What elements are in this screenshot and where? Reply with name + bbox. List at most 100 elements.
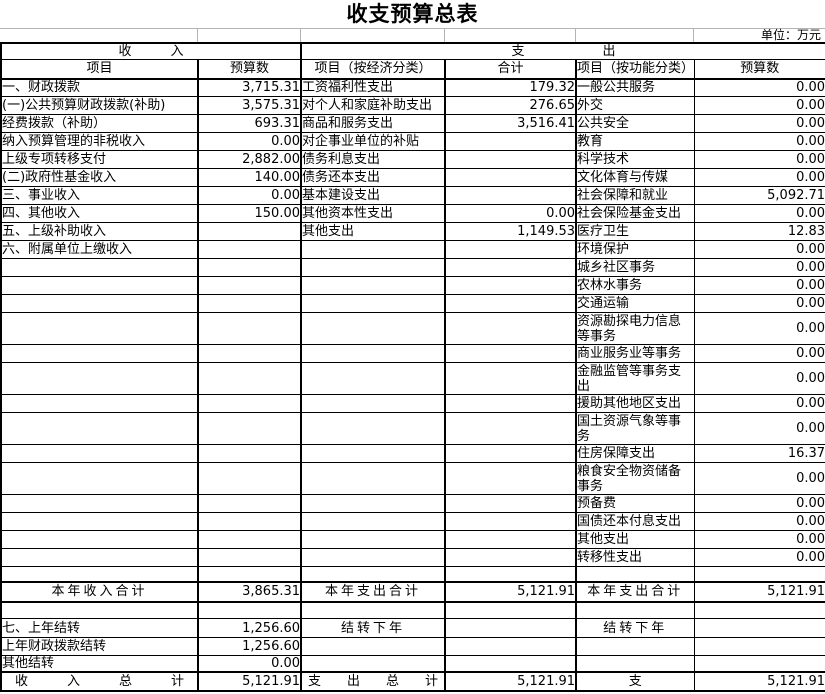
cell-r27-c4 — [444, 601, 578, 619]
cell-r12-c6: 0.00 — [693, 276, 825, 295]
cell-r16-c2 — [197, 362, 303, 395]
expense-section-header: 支 出 — [300, 42, 825, 60]
cell-r27-c6 — [693, 601, 825, 619]
cell-r5-c1: 上级专项转移支付 — [0, 150, 199, 169]
cell-r2-c1: (一)公共预算财政拨款(补助) — [0, 96, 199, 115]
cell-r20-c1 — [0, 462, 199, 495]
cell-r23-c6: 0.00 — [693, 530, 825, 549]
cell-r7-c2: 0.00 — [197, 186, 303, 205]
cell-r31-c3: 支 出 总 计 — [300, 671, 447, 692]
cell-r24-c5: 转移性支出 — [575, 548, 695, 567]
cell-r14-c3 — [300, 312, 447, 345]
table-row: 援助其他地区支出 0.00 — [0, 394, 825, 413]
cell-r30-c1: 其他结转 — [0, 655, 199, 673]
cell-r2-c5: 外交 — [575, 96, 695, 115]
cell-r30-c4 — [444, 655, 578, 673]
income-section-header: 收 入 — [0, 42, 303, 60]
cell-r27-c1 — [0, 601, 199, 619]
cell-r8-c1: 四、其他收入 — [0, 204, 199, 223]
cell-r26-c1: 本年收入合计 — [0, 580, 199, 603]
column-header-row: 项目 预算数 项目（按经济分类） 合计 项目（按功能分类） 预算数 — [0, 59, 825, 80]
table-row: 国土资源气象等事务 0.00 — [0, 412, 825, 445]
cell-r3-c5: 公共安全 — [575, 114, 695, 133]
cell-r5-c6: 0.00 — [693, 150, 825, 169]
cell-r1-c4: 179.32 — [444, 78, 578, 97]
cell-r22-c5: 国债还本付息支出 — [575, 512, 695, 531]
cell-r10-c2 — [197, 240, 303, 259]
cell-r26-c2: 3,865.31 — [197, 580, 303, 603]
gridline — [693, 29, 694, 42]
cell-r23-c5: 其他支出 — [575, 530, 695, 549]
cell-r24-c3 — [300, 548, 447, 567]
cell-r6-c6: 0.00 — [693, 168, 825, 187]
cell-r9-c3: 其他支出 — [300, 222, 447, 241]
cell-r24-c6: 0.00 — [693, 548, 825, 567]
cell-r7-c1: 三、事业收入 — [0, 186, 199, 205]
cell-r4-c4 — [444, 132, 578, 151]
budget-table: 收 入 支 出 项目 预算数 项目（按经济分类） 合计 项目（按功能分类） 预算… — [0, 42, 825, 692]
cell-r18-c3 — [300, 412, 447, 445]
table-row — [0, 566, 825, 582]
cell-r28-c5: 结转下年 — [575, 618, 695, 638]
cell-r2-c3: 对个人和家庭补助支出 — [300, 96, 447, 115]
cell-r20-c4 — [444, 462, 578, 495]
cell-r1-c3: 工资福利性支出 — [300, 78, 447, 97]
cell-r22-c1 — [0, 512, 199, 531]
cell-r9-c6: 12.83 — [693, 222, 825, 241]
table-row: 五、上级补助收入 其他支出 1,149.53 医疗卫生 12.83 — [0, 222, 825, 241]
col-header-expense-functional: 项目（按功能分类） — [575, 59, 695, 80]
section-band-row: 收 入 支 出 — [0, 42, 825, 60]
cell-r9-c5: 医疗卫生 — [575, 222, 695, 241]
cell-r8-c6: 0.00 — [693, 204, 825, 223]
cell-r21-c6: 0.00 — [693, 494, 825, 513]
cell-r9-c4: 1,149.53 — [444, 222, 578, 241]
cell-r12-c3 — [300, 276, 447, 295]
cell-r17-c4 — [444, 394, 578, 413]
cell-r20-c5: 粮食安全物资储备事务 — [575, 462, 695, 495]
cell-r6-c3: 债务还本支出 — [300, 168, 447, 187]
cell-r3-c6: 0.00 — [693, 114, 825, 133]
unit-note: 单位：万元 — [760, 28, 821, 42]
cell-r24-c1 — [0, 548, 199, 567]
cell-r22-c3 — [300, 512, 447, 531]
cell-r11-c5: 城乡社区事务 — [575, 258, 695, 277]
cell-r10-c6: 0.00 — [693, 240, 825, 259]
cell-r9-c2 — [197, 222, 303, 241]
cell-r31-c5: 支 — [575, 671, 695, 692]
cell-r14-c2 — [197, 312, 303, 345]
cell-r3-c3: 商品和服务支出 — [300, 114, 447, 133]
cell-r27-c3 — [300, 601, 447, 619]
cell-r4-c5: 教育 — [575, 132, 695, 151]
table-row: 经费拨款（补助） 693.31 商品和服务支出 3,516.41 公共安全 0.00 — [0, 114, 825, 133]
gridline — [300, 29, 301, 42]
cell-r7-c6: 5,092.71 — [693, 186, 825, 205]
table-row: 城乡社区事务 0.00 — [0, 258, 825, 277]
cell-r4-c6: 0.00 — [693, 132, 825, 151]
cell-r31-c4: 5,121.91 — [444, 671, 578, 692]
cell-r29-c5 — [575, 637, 695, 656]
gridline — [575, 29, 576, 42]
unit-band: 单位：万元 — [0, 28, 825, 42]
cell-r18-c6: 0.00 — [693, 412, 825, 445]
cell-r28-c6 — [693, 618, 825, 638]
cell-r5-c3: 债务利息支出 — [300, 150, 447, 169]
cell-r16-c6: 0.00 — [693, 362, 825, 395]
cell-r20-c6: 0.00 — [693, 462, 825, 495]
cell-r21-c1 — [0, 494, 199, 513]
cell-r3-c4: 3,516.41 — [444, 114, 578, 133]
cell-r25-c6 — [693, 566, 825, 582]
table-row: 上年财政拨款结转 1,256.60 — [0, 637, 825, 656]
cell-r7-c4 — [444, 186, 578, 205]
table-row: 商业服务业等事务 0.00 — [0, 344, 825, 363]
cell-r29-c4 — [444, 637, 578, 656]
col-header-functional-budget: 预算数 — [693, 59, 825, 80]
page-title: 收支预算总表 — [346, 2, 479, 26]
cell-r12-c5: 农林水事务 — [575, 276, 695, 295]
cell-r1-c1: 一、财政拨款 — [0, 78, 199, 97]
cell-r31-c1: 收 入 总 计 — [0, 671, 199, 692]
cell-r31-c2: 5,121.91 — [197, 671, 303, 692]
cell-r10-c3 — [300, 240, 447, 259]
table-row: 住房保障支出 16.37 — [0, 444, 825, 463]
cell-r7-c5: 社会保障和就业 — [575, 186, 695, 205]
cell-r21-c5: 预备费 — [575, 494, 695, 513]
